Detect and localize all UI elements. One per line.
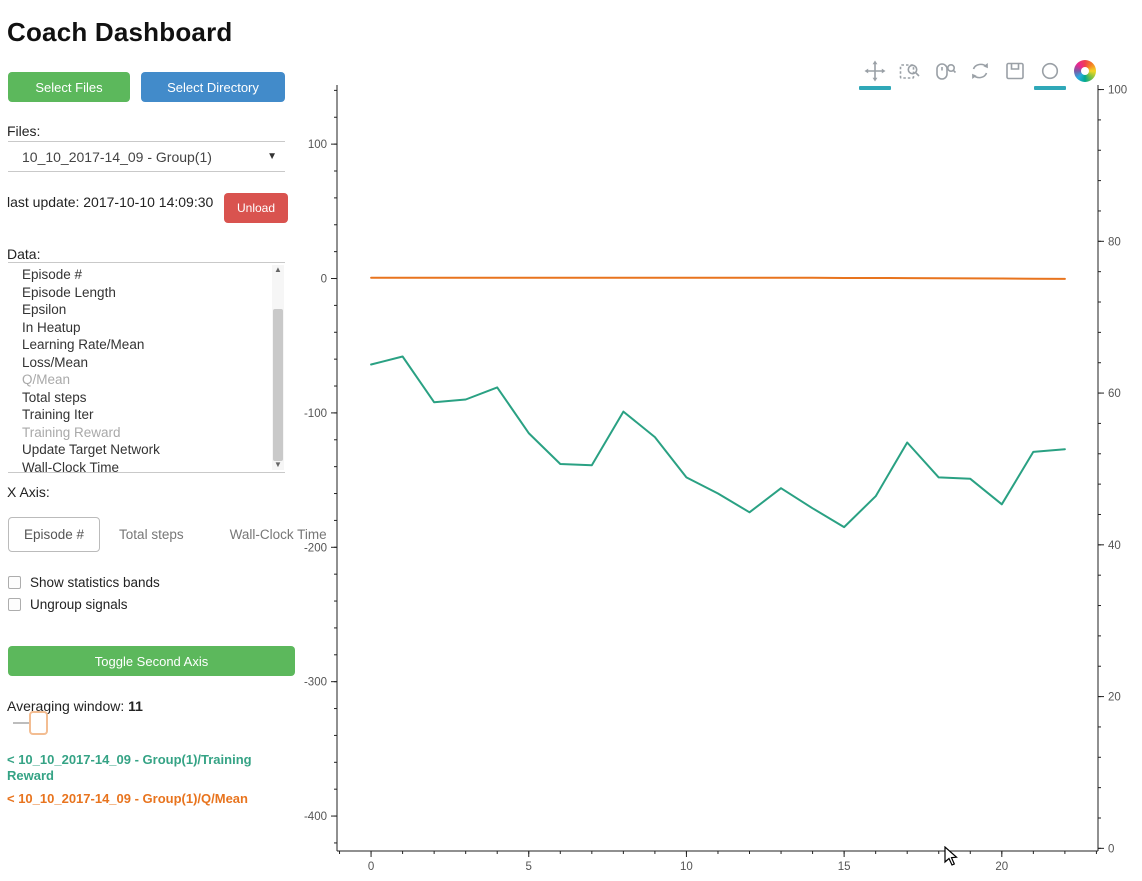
scrollbar[interactable]: ▲ ▼ <box>272 265 284 470</box>
tab-wall-clock-time[interactable]: Wall-Clock Time <box>229 527 327 542</box>
svg-text:100: 100 <box>308 139 327 151</box>
hover-icon[interactable] <box>1034 59 1066 90</box>
ungroup-signals-checkbox[interactable]: Ungroup signals <box>8 597 128 612</box>
data-item[interactable]: In Heatup <box>22 319 81 335</box>
svg-text:-200: -200 <box>304 542 327 554</box>
select-directory-button[interactable]: Select Directory <box>141 72 285 102</box>
tab-episode-[interactable]: Episode # <box>8 517 101 552</box>
svg-text:80: 80 <box>1108 236 1121 248</box>
toggle-second-axis-button[interactable]: Toggle Second Axis <box>8 646 295 676</box>
box-zoom-icon[interactable] <box>897 59 923 83</box>
data-item[interactable]: Loss/Mean <box>22 354 89 370</box>
files-select[interactable]: 10_10_2017-14_09 - Group(1) ▼ <box>8 141 285 172</box>
svg-text:0: 0 <box>1108 843 1114 855</box>
svg-text:0: 0 <box>368 861 374 873</box>
tab-total-steps[interactable]: Total steps <box>119 527 184 542</box>
svg-text:40: 40 <box>1108 540 1121 552</box>
svg-text:10: 10 <box>680 861 693 873</box>
data-item[interactable]: Training Iter <box>22 407 94 422</box>
svg-text:5: 5 <box>526 861 532 873</box>
data-item[interactable]: Wall-Clock Time <box>22 459 120 473</box>
svg-text:-100: -100 <box>304 408 327 420</box>
averaging-window-value: 11 <box>128 698 143 714</box>
svg-text:60: 60 <box>1108 388 1121 400</box>
scroll-down-icon[interactable]: ▼ <box>274 460 282 469</box>
bokeh-logo-icon[interactable] <box>1072 59 1098 83</box>
files-label: Files: <box>7 123 41 139</box>
svg-text:20: 20 <box>995 861 1008 873</box>
unload-button[interactable]: Unload <box>224 193 288 223</box>
last-update-text: last update: 2017-10-10 14:09:30 <box>7 194 214 210</box>
checkbox-label: Show statistics bands <box>30 575 160 590</box>
averaging-slider-handle[interactable] <box>29 711 48 735</box>
chevron-down-icon: ▼ <box>267 151 277 162</box>
data-item[interactable]: Update Target Network <box>22 442 160 457</box>
save-icon[interactable] <box>1002 59 1028 83</box>
data-listbox-items: Episode # Episode Length Epsilon In Heatup L… <box>8 266 269 473</box>
scrollbar-thumb[interactable] <box>273 309 283 461</box>
reset-icon[interactable] <box>967 59 993 83</box>
checkbox-icon[interactable] <box>8 576 21 589</box>
pan-icon[interactable] <box>859 59 891 90</box>
data-item[interactable]: Q/Mean <box>22 372 71 387</box>
svg-text:0: 0 <box>321 274 327 286</box>
data-listbox[interactable]: Episode # Episode Length Epsilon In Heatup L… <box>8 262 285 473</box>
data-item[interactable]: Training Reward <box>22 424 121 440</box>
legend-entry[interactable]: < 10_10_2017-14_09 - Group(1)/Training R… <box>7 752 252 783</box>
select-files-button[interactable]: Select Files <box>8 72 130 102</box>
svg-text:15: 15 <box>838 861 851 873</box>
data-item[interactable]: Total steps <box>22 389 87 405</box>
x-axis-label: X Axis: <box>7 484 50 500</box>
data-item[interactable]: Epsilon <box>22 302 67 317</box>
data-item[interactable]: Episode Length <box>22 284 116 300</box>
svg-text:20: 20 <box>1108 692 1121 704</box>
averaging-slider-track[interactable] <box>13 722 37 724</box>
averaging-window-text: Averaging window: 11 <box>7 698 143 714</box>
data-item[interactable]: Episode # <box>22 267 83 282</box>
chart-legend: < 10_10_2017-14_09 - Group(1)/Training R… <box>7 752 285 814</box>
wheel-zoom-icon[interactable] <box>932 59 958 83</box>
checkbox-label: Ungroup signals <box>30 597 128 612</box>
checkbox-icon[interactable] <box>8 598 21 611</box>
svg-text:-400: -400 <box>304 811 327 823</box>
x-axis-tabs: Episode # Total steps Wall-Clock Time <box>8 517 343 552</box>
legend-entry[interactable]: < 10_10_2017-14_09 - Group(1)/Q/Mean <box>7 791 248 806</box>
bokeh-toolbar <box>859 59 1098 90</box>
svg-text:-300: -300 <box>304 677 327 689</box>
show-statistics-bands-checkbox[interactable]: Show statistics bands <box>8 575 160 590</box>
files-select-value: 10_10_2017-14_09 - Group(1) <box>22 148 212 165</box>
scroll-up-icon[interactable]: ▲ <box>274 265 282 274</box>
data-item[interactable]: Learning Rate/Mean <box>22 337 145 352</box>
svg-text:100: 100 <box>1108 85 1127 97</box>
page-title: Coach Dashboard <box>7 17 233 48</box>
averaging-window-label: Averaging window: <box>7 698 125 714</box>
data-label: Data: <box>7 246 41 262</box>
